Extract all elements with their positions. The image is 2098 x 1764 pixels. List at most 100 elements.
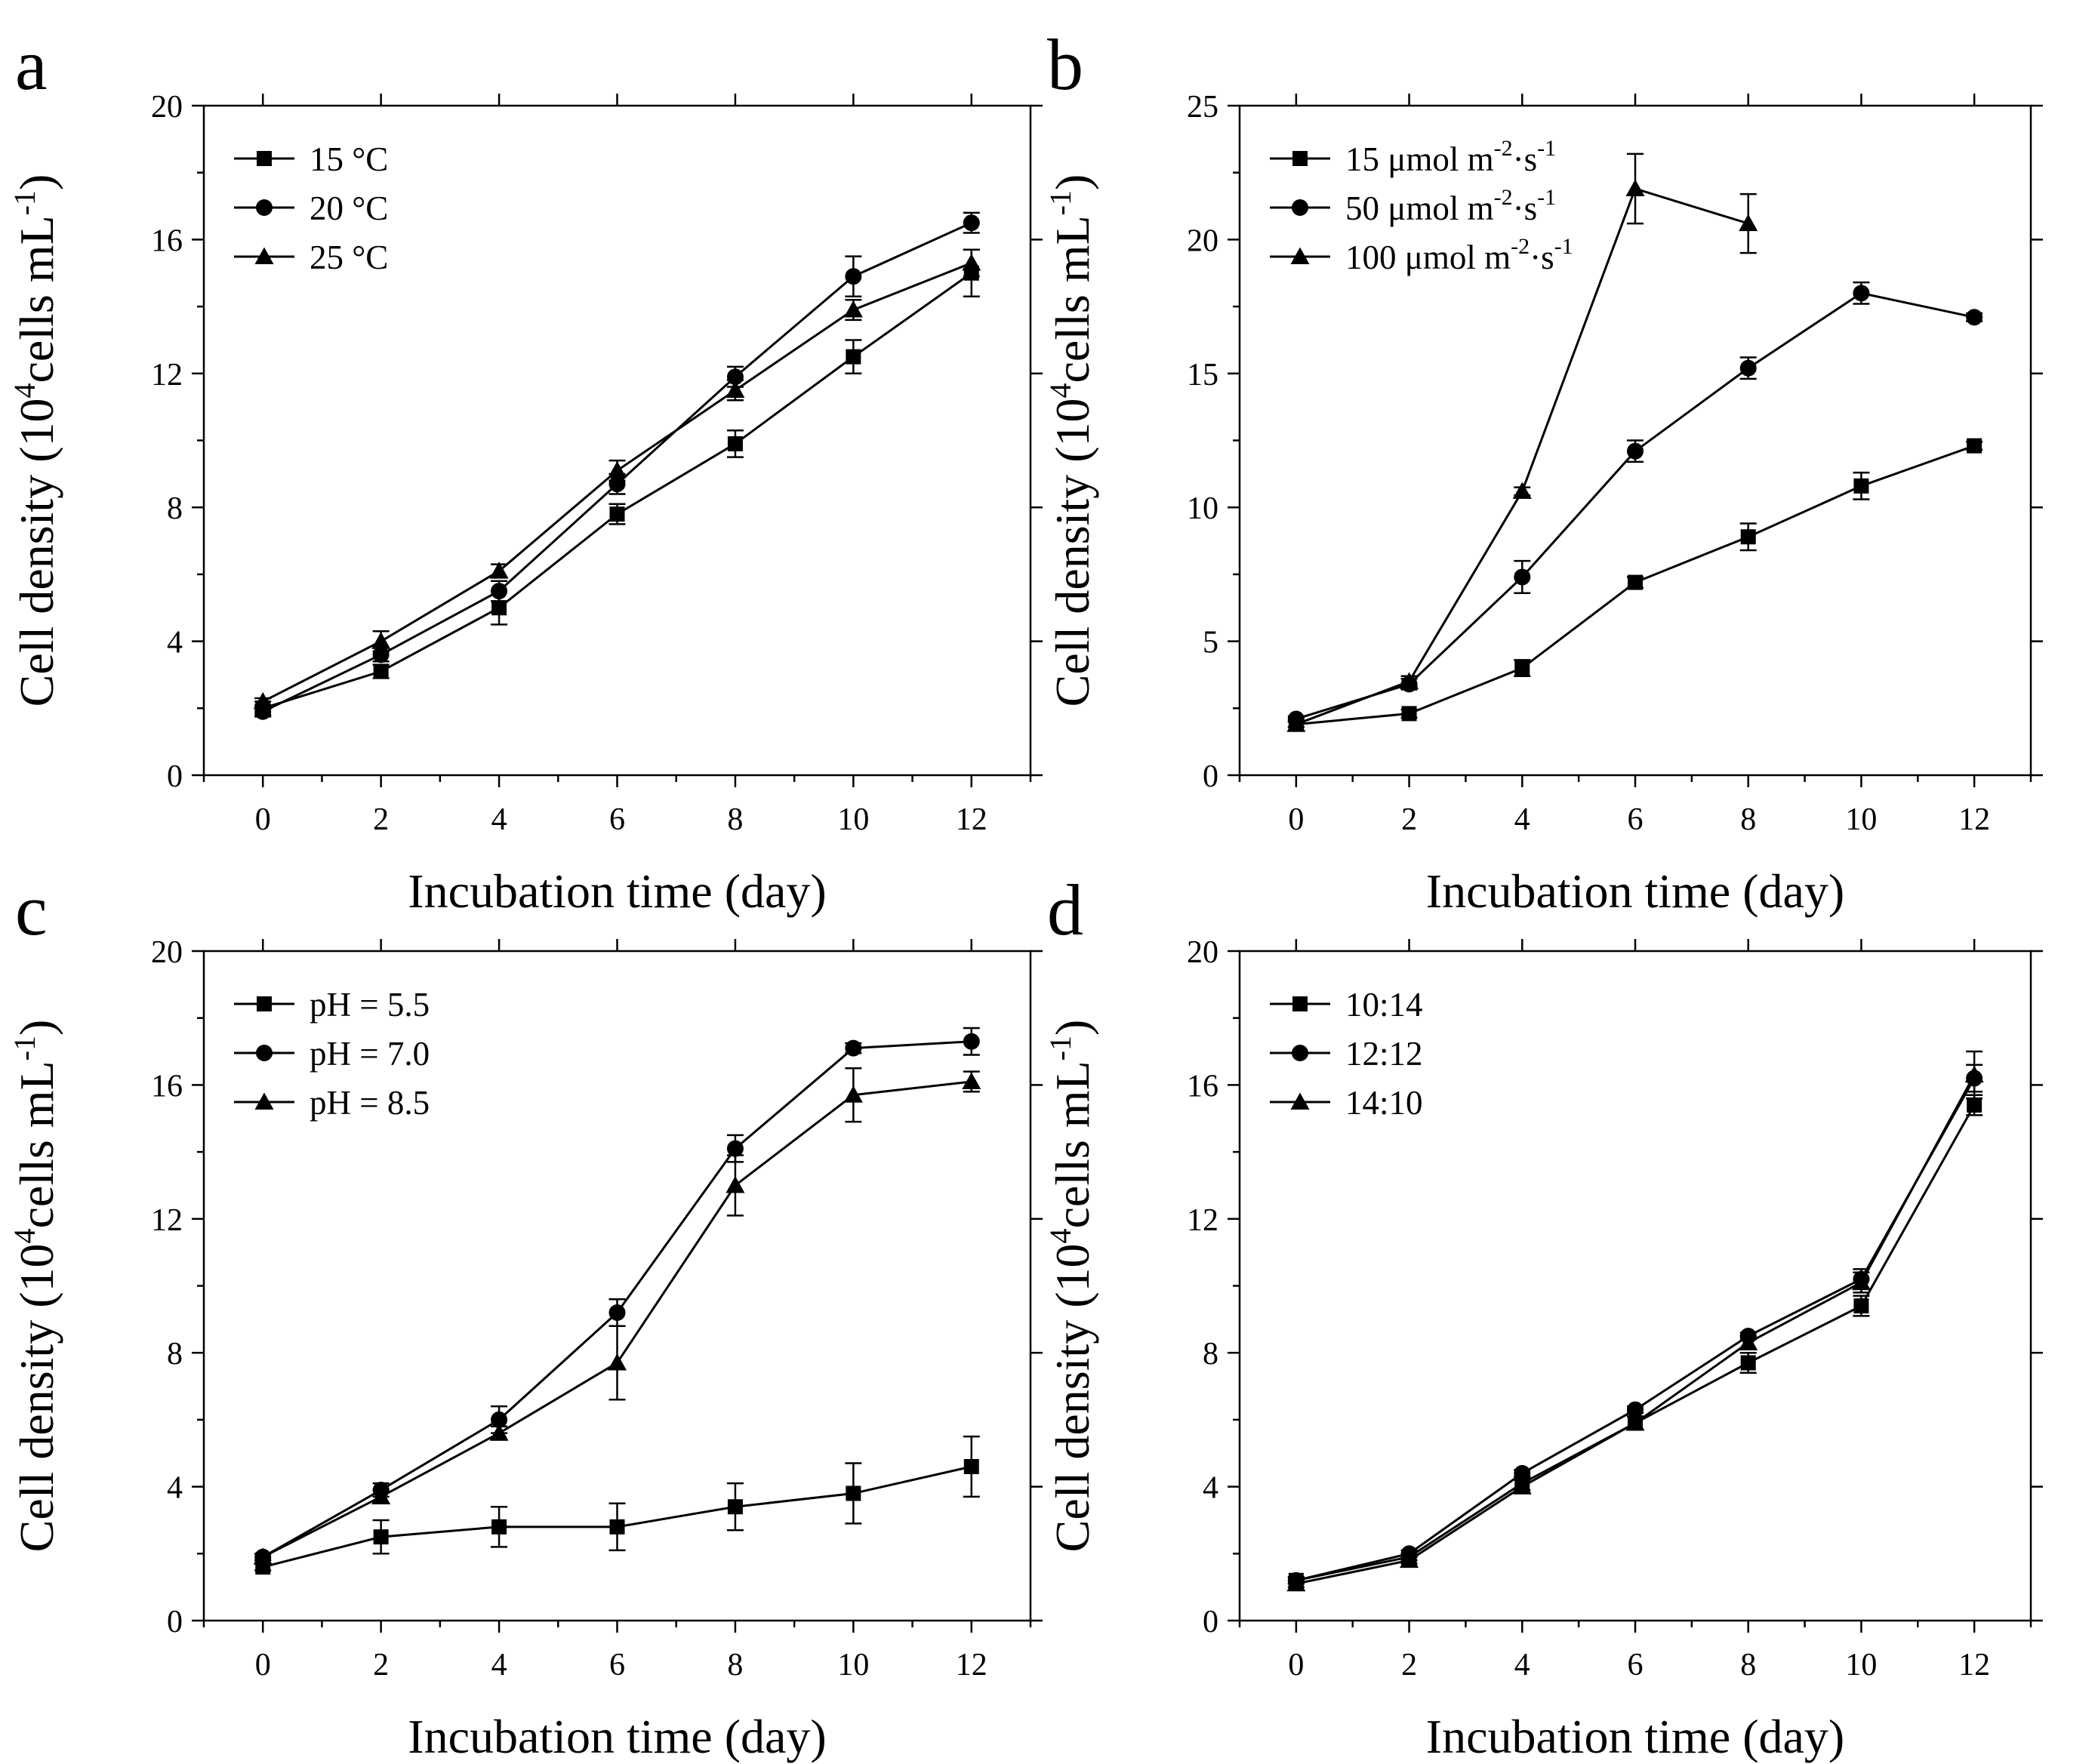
y-tick-label: 12 (1187, 1203, 1218, 1238)
legend-label: 15 °C (310, 140, 388, 178)
data-point-triangle (489, 1424, 509, 1441)
y-tick-label: 0 (167, 1605, 183, 1639)
legend-entry: pH = 5.5 (234, 986, 430, 1024)
y-label-sup: 4 (1043, 383, 1077, 398)
legend-label-text: pH = 5.5 (310, 986, 430, 1024)
legend-marker-circle (1292, 1045, 1308, 1061)
data-point-square (373, 663, 389, 679)
data-point-circle (491, 1411, 508, 1428)
panel-label-b: b (1047, 24, 1083, 105)
legend-label-text: ·s (1513, 189, 1538, 227)
y-axis-label: Cell density (104cells mL-1) (8, 1020, 63, 1553)
x-tick-label: 10 (837, 802, 869, 837)
data-point-square (1967, 1097, 1982, 1113)
y-tick-label: 0 (167, 759, 183, 794)
legend-label-sup: -1 (1554, 234, 1573, 259)
panel-b: b 0 2 4 6 8 10 12 0 5 10 15 20 25 Incubation time (day… (1043, 24, 2043, 918)
x-tick-label: 12 (956, 1648, 987, 1682)
data-point-square (727, 436, 743, 451)
series-square (1287, 1094, 1983, 1588)
x-tick-label: 0 (255, 1648, 271, 1682)
x-tick-label: 2 (373, 802, 389, 837)
data-point-triangle (1739, 1333, 1758, 1350)
data-point-circle (963, 1033, 980, 1050)
x-tick-label: 0 (255, 802, 271, 837)
data-point-square (1967, 438, 1982, 454)
data-point-circle (726, 1140, 744, 1157)
x-tick-label: 8 (1740, 802, 1756, 837)
data-point-triangle (1286, 1574, 1306, 1592)
legend-label-sup: -1 (1537, 136, 1556, 161)
x-tick-label: 10 (837, 1648, 869, 1682)
x-tick-label: 8 (1740, 1648, 1756, 1682)
y-label-tail: cells mL (10, 1061, 63, 1228)
y-tick-label: 8 (167, 1337, 183, 1371)
series-line (1295, 1077, 1976, 1582)
data-point-square (1401, 706, 1417, 722)
data-point-square (609, 1519, 625, 1535)
y-label-tail-sup: -1 (1043, 1036, 1077, 1061)
x-tick-label: 10 (1845, 1648, 1877, 1682)
panel-c: c 0 2 4 6 8 10 12 0 4 8 12 16 20 Incubation time (day)… (8, 870, 1043, 1763)
y-tick-label: 25 (1187, 90, 1218, 125)
data-point-square (963, 1458, 979, 1474)
x-tick-label: 0 (1288, 1648, 1304, 1682)
x-tick-label: 10 (1845, 802, 1877, 837)
data-point-circle (845, 1039, 862, 1057)
x-tick-label: 4 (491, 1648, 507, 1682)
legend-marker-triangle (254, 1092, 274, 1110)
data-point-triangle (726, 380, 745, 398)
data-point-triangle (1512, 482, 1532, 499)
data-point-square (846, 349, 861, 365)
series-line (1295, 1104, 1976, 1582)
y-tick-label: 4 (167, 626, 183, 660)
legend-marker-triangle (254, 247, 274, 264)
series-circle (1287, 281, 1983, 728)
legend-label: 25 °C (310, 239, 388, 276)
panel-d: d 0 2 4 6 8 10 12 0 4 8 12 16 20 Incubation time (day)… (1043, 870, 2043, 1763)
data-point-triangle (253, 1547, 273, 1565)
data-point-triangle (1400, 672, 1419, 689)
series-triangle (253, 248, 981, 710)
y-label-end: ) (1046, 1020, 1099, 1036)
data-point-triangle (1512, 1477, 1532, 1495)
legend-label-text: ·s (1513, 140, 1538, 178)
legend-label-text: 15 °C (310, 140, 388, 178)
y-label-main: Cell density (10 (1046, 398, 1099, 707)
y-tick-label: 20 (1187, 223, 1218, 258)
y-axis-label: Cell density (104cells mL-1) (1043, 1020, 1099, 1553)
data-point-triangle (843, 1085, 863, 1103)
legend-marker-circle (256, 199, 273, 216)
data-point-square (373, 1529, 389, 1545)
legend-entry: 100 μmol m-2·s-1 (1270, 234, 1573, 276)
data-point-circle (963, 214, 980, 232)
legend-entry: 14:10 (1270, 1084, 1423, 1122)
data-point-triangle (253, 691, 273, 710)
x-tick-label: 4 (1514, 802, 1530, 837)
legend-label-text: 12:12 (1345, 1035, 1423, 1073)
legend-label: pH = 8.5 (310, 1084, 430, 1122)
x-tick-label: 4 (1514, 1648, 1530, 1682)
y-label-tail: cells mL (10, 215, 63, 383)
data-point-triangle (1286, 715, 1306, 732)
data-point-circle (1514, 1464, 1531, 1482)
x-tick-label: 2 (1401, 1648, 1417, 1682)
y-tick-label: 16 (151, 223, 183, 258)
x-axis-label: Incubation time (day) (408, 864, 826, 918)
data-point-circle (491, 583, 508, 600)
data-point-circle (608, 1304, 626, 1321)
series-triangle (1286, 1050, 1984, 1592)
x-tick-label: 6 (1628, 802, 1644, 837)
y-tick-label: 20 (1187, 935, 1218, 970)
data-point-triangle (962, 1072, 981, 1089)
y-label-main: Cell density (10 (1046, 1243, 1099, 1552)
legend-entry: 15 °C (234, 140, 388, 178)
x-tick-label: 6 (1628, 1648, 1644, 1682)
legend-label: pH = 5.5 (310, 986, 430, 1024)
y-axis-label: Cell density (104cells mL-1) (8, 174, 63, 707)
y-tick-label: 0 (1203, 759, 1218, 794)
legend-label-sup: -2 (1494, 136, 1513, 161)
y-label-end: ) (1046, 174, 1099, 190)
data-point-circle (1966, 309, 1983, 326)
